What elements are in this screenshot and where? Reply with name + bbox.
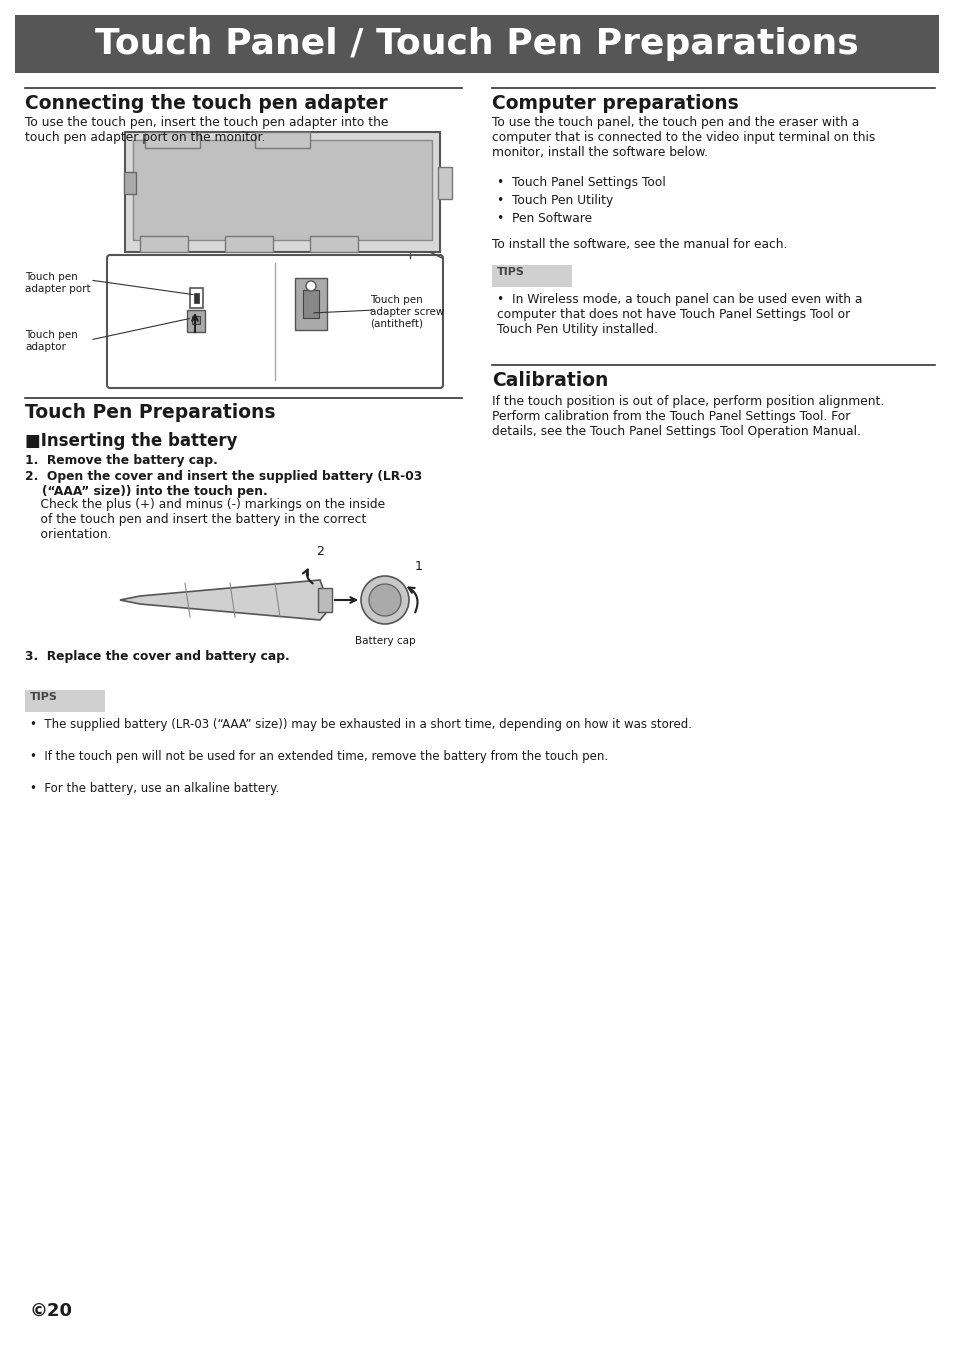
Text: •  For the battery, use an alkaline battery.: • For the battery, use an alkaline batte… — [30, 782, 279, 795]
Bar — [492, 265, 572, 288]
Text: Check the plus (+) and minus (-) markings on the inside
    of the touch pen and: Check the plus (+) and minus (-) marking… — [25, 498, 385, 541]
Bar — [303, 290, 318, 319]
Text: Touch pen
adaptor: Touch pen adaptor — [25, 329, 77, 351]
Text: Touch pen
adapter port: Touch pen adapter port — [25, 271, 91, 293]
Text: Touch pen
adapter screw
(antitheft): Touch pen adapter screw (antitheft) — [370, 296, 444, 328]
Text: Connecting the touch pen adapter: Connecting the touch pen adapter — [25, 95, 387, 113]
Bar — [192, 316, 200, 324]
Text: Computer preparations: Computer preparations — [492, 95, 738, 113]
Text: 1: 1 — [415, 560, 422, 572]
Bar — [25, 690, 105, 711]
Bar — [254, 132, 310, 148]
Bar — [15, 15, 938, 73]
Text: 1.  Remove the battery cap.: 1. Remove the battery cap. — [25, 454, 217, 467]
Bar — [294, 278, 327, 329]
Circle shape — [306, 281, 315, 292]
Text: •  In Wireless mode, a touch panel can be used even with a
computer that does no: • In Wireless mode, a touch panel can be… — [497, 293, 862, 336]
Text: To install the software, see the manual for each.: To install the software, see the manual … — [492, 238, 786, 251]
Text: 2: 2 — [315, 545, 324, 558]
Text: ■Inserting the battery: ■Inserting the battery — [25, 432, 237, 450]
Bar — [190, 288, 203, 308]
Bar — [124, 171, 136, 194]
Text: •  Touch Panel Settings Tool: • Touch Panel Settings Tool — [497, 176, 665, 189]
Polygon shape — [120, 580, 330, 620]
Bar — [310, 236, 357, 252]
Text: Calibration: Calibration — [492, 371, 608, 390]
Bar — [193, 293, 199, 302]
Bar — [132, 140, 432, 240]
Bar — [225, 236, 273, 252]
Bar — [140, 236, 188, 252]
Bar — [317, 589, 332, 612]
Text: Touch Panel / Touch Pen Preparations: Touch Panel / Touch Pen Preparations — [95, 27, 858, 61]
Text: ©20: ©20 — [30, 1301, 73, 1320]
Bar — [125, 132, 439, 252]
Text: 3.  Replace the cover and battery cap.: 3. Replace the cover and battery cap. — [25, 649, 290, 663]
Text: Battery cap: Battery cap — [355, 636, 415, 647]
Text: •  If the touch pen will not be used for an extended time, remove the battery fr: • If the touch pen will not be used for … — [30, 751, 607, 763]
Text: •  The supplied battery (LR-03 (“AAA” size)) may be exhausted in a short time, d: • The supplied battery (LR-03 (“AAA” siz… — [30, 718, 691, 730]
Text: •  Pen Software: • Pen Software — [497, 212, 592, 225]
Text: •  Touch Pen Utility: • Touch Pen Utility — [497, 194, 613, 207]
FancyBboxPatch shape — [107, 255, 442, 387]
Text: Touch Pen Preparations: Touch Pen Preparations — [25, 404, 275, 423]
Text: To use the touch pen, insert the touch pen adapter into the
touch pen adapter po: To use the touch pen, insert the touch p… — [25, 116, 388, 144]
Text: 2.  Open the cover and insert the supplied battery (LR-03
    (“AAA” size)) into: 2. Open the cover and insert the supplie… — [25, 470, 422, 498]
Text: TIPS: TIPS — [497, 267, 524, 277]
Bar — [437, 167, 452, 198]
Circle shape — [369, 585, 400, 616]
Bar — [187, 310, 205, 332]
Text: To use the touch panel, the touch pen and the eraser with a
computer that is con: To use the touch panel, the touch pen an… — [492, 116, 875, 159]
Text: TIPS: TIPS — [30, 693, 58, 702]
Circle shape — [360, 576, 409, 624]
Text: If the touch position is out of place, perform position alignment.
Perform calib: If the touch position is out of place, p… — [492, 396, 883, 437]
Bar — [145, 132, 200, 148]
